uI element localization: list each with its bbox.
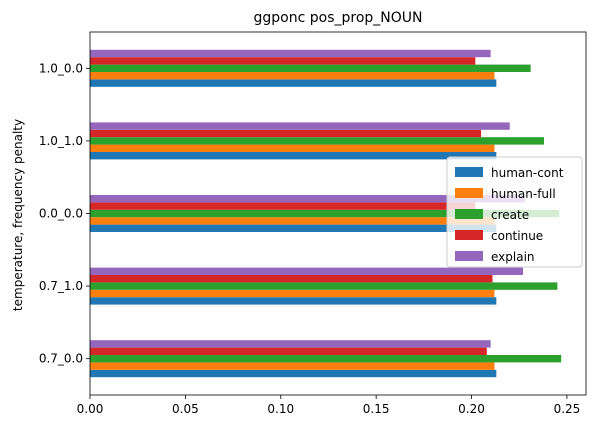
bar-continue-1.0_0.0	[90, 57, 476, 65]
x-tick-label: 0.00	[77, 402, 104, 416]
bar-explain-0.7_1.0	[90, 267, 524, 275]
bar-explain-1.0_0.0	[90, 49, 491, 58]
legend-swatch-explain	[455, 251, 483, 261]
legend-label-create: create	[491, 208, 529, 222]
bar-human-full-0.0_0.0	[90, 217, 495, 225]
y-tick-label: 1.0_1.0	[39, 134, 83, 148]
bar-explain-0.7_0.0	[90, 340, 491, 348]
legend-swatch-human-full	[455, 188, 483, 198]
bar-continue-0.7_1.0	[90, 275, 493, 283]
bar-human-full-1.0_1.0	[90, 144, 495, 152]
bar-create-1.0_1.0	[90, 137, 545, 145]
x-axis: 0.00 0.05 0.10 0.15 0.20 0.25	[77, 395, 581, 416]
y-axis-label: temperature, frequency penalty	[11, 119, 25, 311]
legend-swatch-human-cont	[455, 167, 483, 177]
x-tick-label: 0.25	[554, 402, 581, 416]
bar-human-cont-0.7_0.0	[90, 369, 497, 378]
legend-label-human-full: human-full	[491, 187, 556, 201]
x-tick-label: 0.20	[458, 402, 485, 416]
bars-group	[90, 49, 562, 378]
y-axis: 0.7_0.0 0.7_1.0 0.0_0.0 1.0_1.0 1.0_0.0	[39, 61, 90, 366]
plot-frame	[89, 31, 587, 396]
bar-human-full-0.7_1.0	[90, 289, 495, 298]
bar-human-full-1.0_0.0	[90, 72, 495, 80]
bar-continue-0.0_0.0	[90, 202, 476, 210]
legend-swatch-continue	[455, 230, 483, 240]
legend-label-explain: explain	[491, 250, 535, 264]
legend-swatch-create	[455, 209, 483, 219]
bar-create-1.0_0.0	[90, 64, 531, 72]
bar-explain-1.0_1.0	[90, 122, 510, 130]
bar-human-cont-0.7_1.0	[90, 297, 497, 305]
legend-label-human-cont: human-cont	[491, 166, 564, 180]
y-tick-label: 0.7_0.0	[39, 352, 83, 366]
x-tick-label: 0.05	[172, 402, 199, 416]
bar-create-0.7_0.0	[90, 355, 562, 363]
bar-continue-1.0_1.0	[90, 129, 482, 138]
x-tick-label: 0.15	[363, 402, 390, 416]
bar-explain-0.0_0.0	[90, 195, 525, 203]
bar-human-full-0.7_0.0	[90, 362, 495, 370]
legend-label-continue: continue	[491, 229, 543, 243]
bar-create-0.0_0.0	[90, 209, 560, 218]
y-tick-label: 0.7_1.0	[39, 279, 83, 293]
bar-continue-0.7_0.0	[90, 347, 487, 355]
legend: human-cont human-full create continue explai…	[446, 156, 583, 268]
y-tick-label: 0.0_0.0	[39, 207, 83, 221]
bar-human-cont-1.0_1.0	[90, 152, 497, 160]
chart-title: ggponc pos_prop_NOUN	[254, 10, 423, 26]
x-tick-label: 0.10	[267, 402, 294, 416]
bar-create-0.7_1.0	[90, 282, 558, 290]
y-tick-label: 1.0_0.0	[39, 61, 83, 75]
bar-human-cont-1.0_0.0	[90, 79, 497, 87]
bar-human-cont-0.0_0.0	[90, 224, 497, 232]
